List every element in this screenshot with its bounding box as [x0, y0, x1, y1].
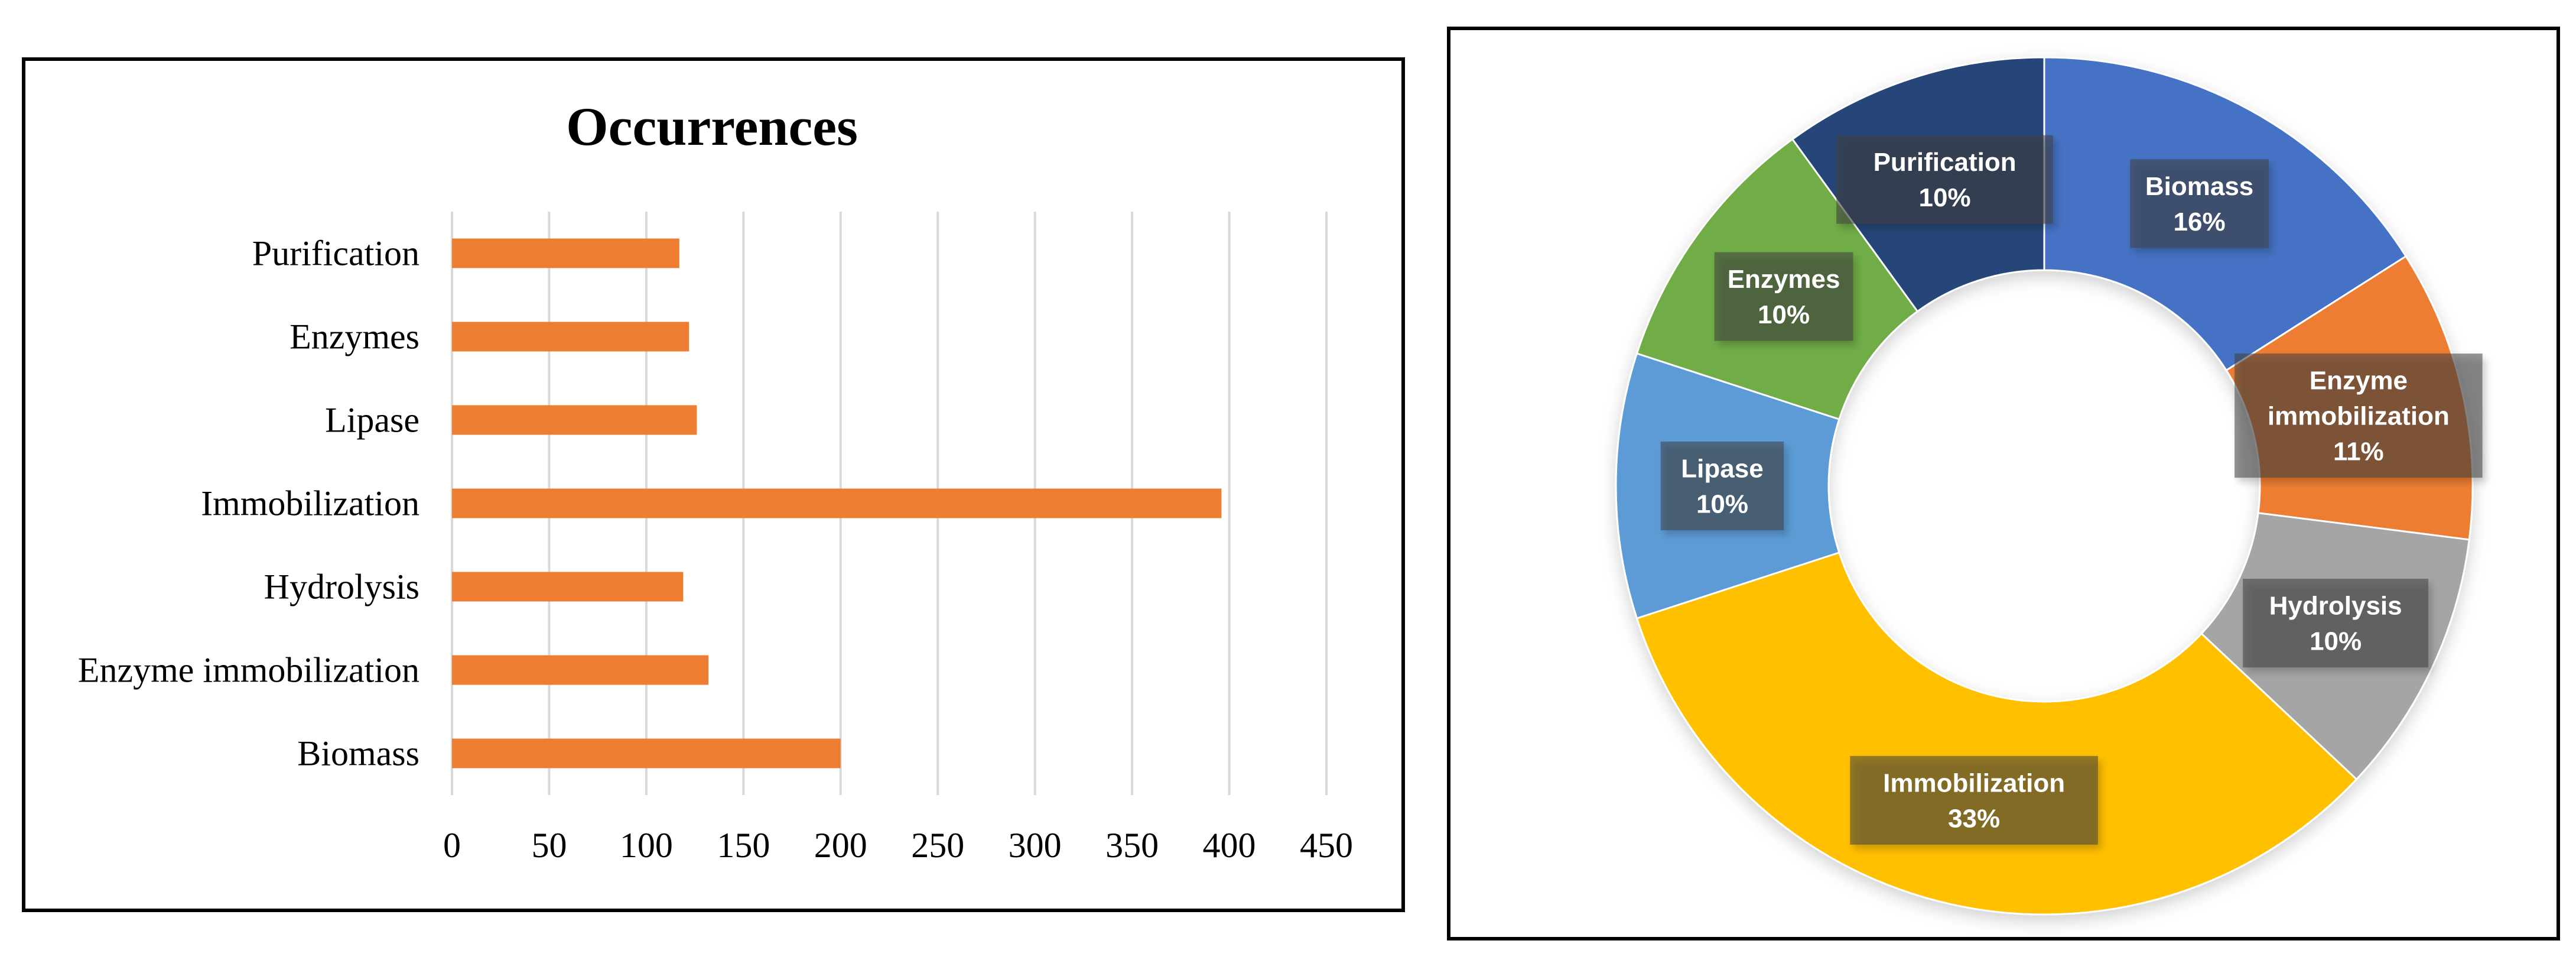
- donut-data-label: Hydrolysis 10%: [2243, 579, 2429, 668]
- bar: [452, 572, 684, 602]
- slice-percent-label: 33%: [1948, 804, 2000, 833]
- slice-name-label: Enzymes: [1728, 265, 1840, 294]
- bar-category-label: Enzymes: [290, 317, 419, 356]
- x-tick-label: 400: [1203, 826, 1256, 865]
- data-label-box: [1714, 252, 1853, 341]
- data-label-box: [2130, 159, 2269, 248]
- bar-x-tick-labels: 0 50 100 150 200 250 300 350 400 450: [443, 826, 1353, 865]
- bar: [452, 738, 841, 768]
- bar-chart-frame: [22, 57, 1405, 912]
- x-tick-label: 450: [1300, 826, 1353, 865]
- slice-name-label: Immobilization: [1883, 768, 2065, 797]
- bar-category-label: Biomass: [297, 734, 419, 773]
- slice-name-label: Hydrolysis: [2269, 591, 2402, 620]
- bar: [452, 322, 689, 352]
- bar-category-label: Hydrolysis: [264, 567, 419, 607]
- bar-category-labels: Purification Enzymes Lipase Immobilization H…: [78, 234, 419, 773]
- slice-percent-label: 11%: [2333, 437, 2384, 466]
- donut-data-label: Enzymes 10%: [1714, 252, 1853, 341]
- bar-category-label: Immobilization: [201, 484, 419, 523]
- bar: [452, 655, 709, 685]
- slice-name-label: Lipase: [1681, 454, 1763, 483]
- slice-percent-label: 10%: [1919, 183, 1971, 212]
- donut-data-label: Immobilization 33%: [1850, 755, 2098, 845]
- slice-name-label: immobilization: [2268, 402, 2450, 431]
- data-label-box: [2243, 579, 2429, 668]
- slice-percent-label: 10%: [1696, 489, 1748, 518]
- bar-category-label: Lipase: [325, 401, 419, 440]
- donut-data-label: Biomass 16%: [2130, 159, 2269, 248]
- slice-percent-label: 16%: [2174, 207, 2226, 236]
- donut-data-label: Enzyme immobilization 11%: [2235, 353, 2483, 478]
- bar-series: [452, 238, 1222, 768]
- slice-percent-label: 10%: [1758, 300, 1810, 329]
- bar-chart: Occurrences Purification Enzymes Lipase Imm…: [22, 57, 1405, 912]
- data-label-box: [1660, 442, 1784, 530]
- bar-category-label: Purification: [252, 234, 419, 273]
- x-tick-label: 50: [531, 826, 567, 865]
- bar: [452, 488, 1222, 518]
- bar-chart-title: Occurrences: [566, 96, 858, 157]
- x-tick-label: 350: [1105, 826, 1159, 865]
- x-tick-label: 100: [620, 826, 673, 865]
- donut-data-label: Lipase 10%: [1660, 442, 1784, 530]
- x-tick-label: 0: [443, 826, 461, 865]
- slice-percent-label: 10%: [2310, 627, 2362, 656]
- data-label-box: [2235, 353, 2483, 478]
- data-label-box: [1836, 135, 2053, 224]
- bar: [452, 238, 679, 268]
- donut-slice: [1635, 551, 2358, 916]
- data-label-box: [1850, 755, 2098, 845]
- x-tick-label: 150: [717, 826, 770, 865]
- x-tick-label: 250: [911, 826, 964, 865]
- bar-category-label: Enzyme immobilization: [78, 651, 419, 690]
- slice-name-label: Purification: [1874, 148, 2016, 177]
- x-tick-label: 200: [814, 826, 867, 865]
- donut-data-labels: Biomass 16% Enzyme immobilization 11% Hydroly…: [1660, 135, 2483, 845]
- donut-data-label: Purification 10%: [1836, 135, 2053, 224]
- x-tick-label: 300: [1009, 826, 1062, 865]
- bar: [452, 405, 697, 435]
- slice-name-label: Enzyme: [2310, 367, 2408, 395]
- slice-name-label: Biomass: [2145, 172, 2253, 201]
